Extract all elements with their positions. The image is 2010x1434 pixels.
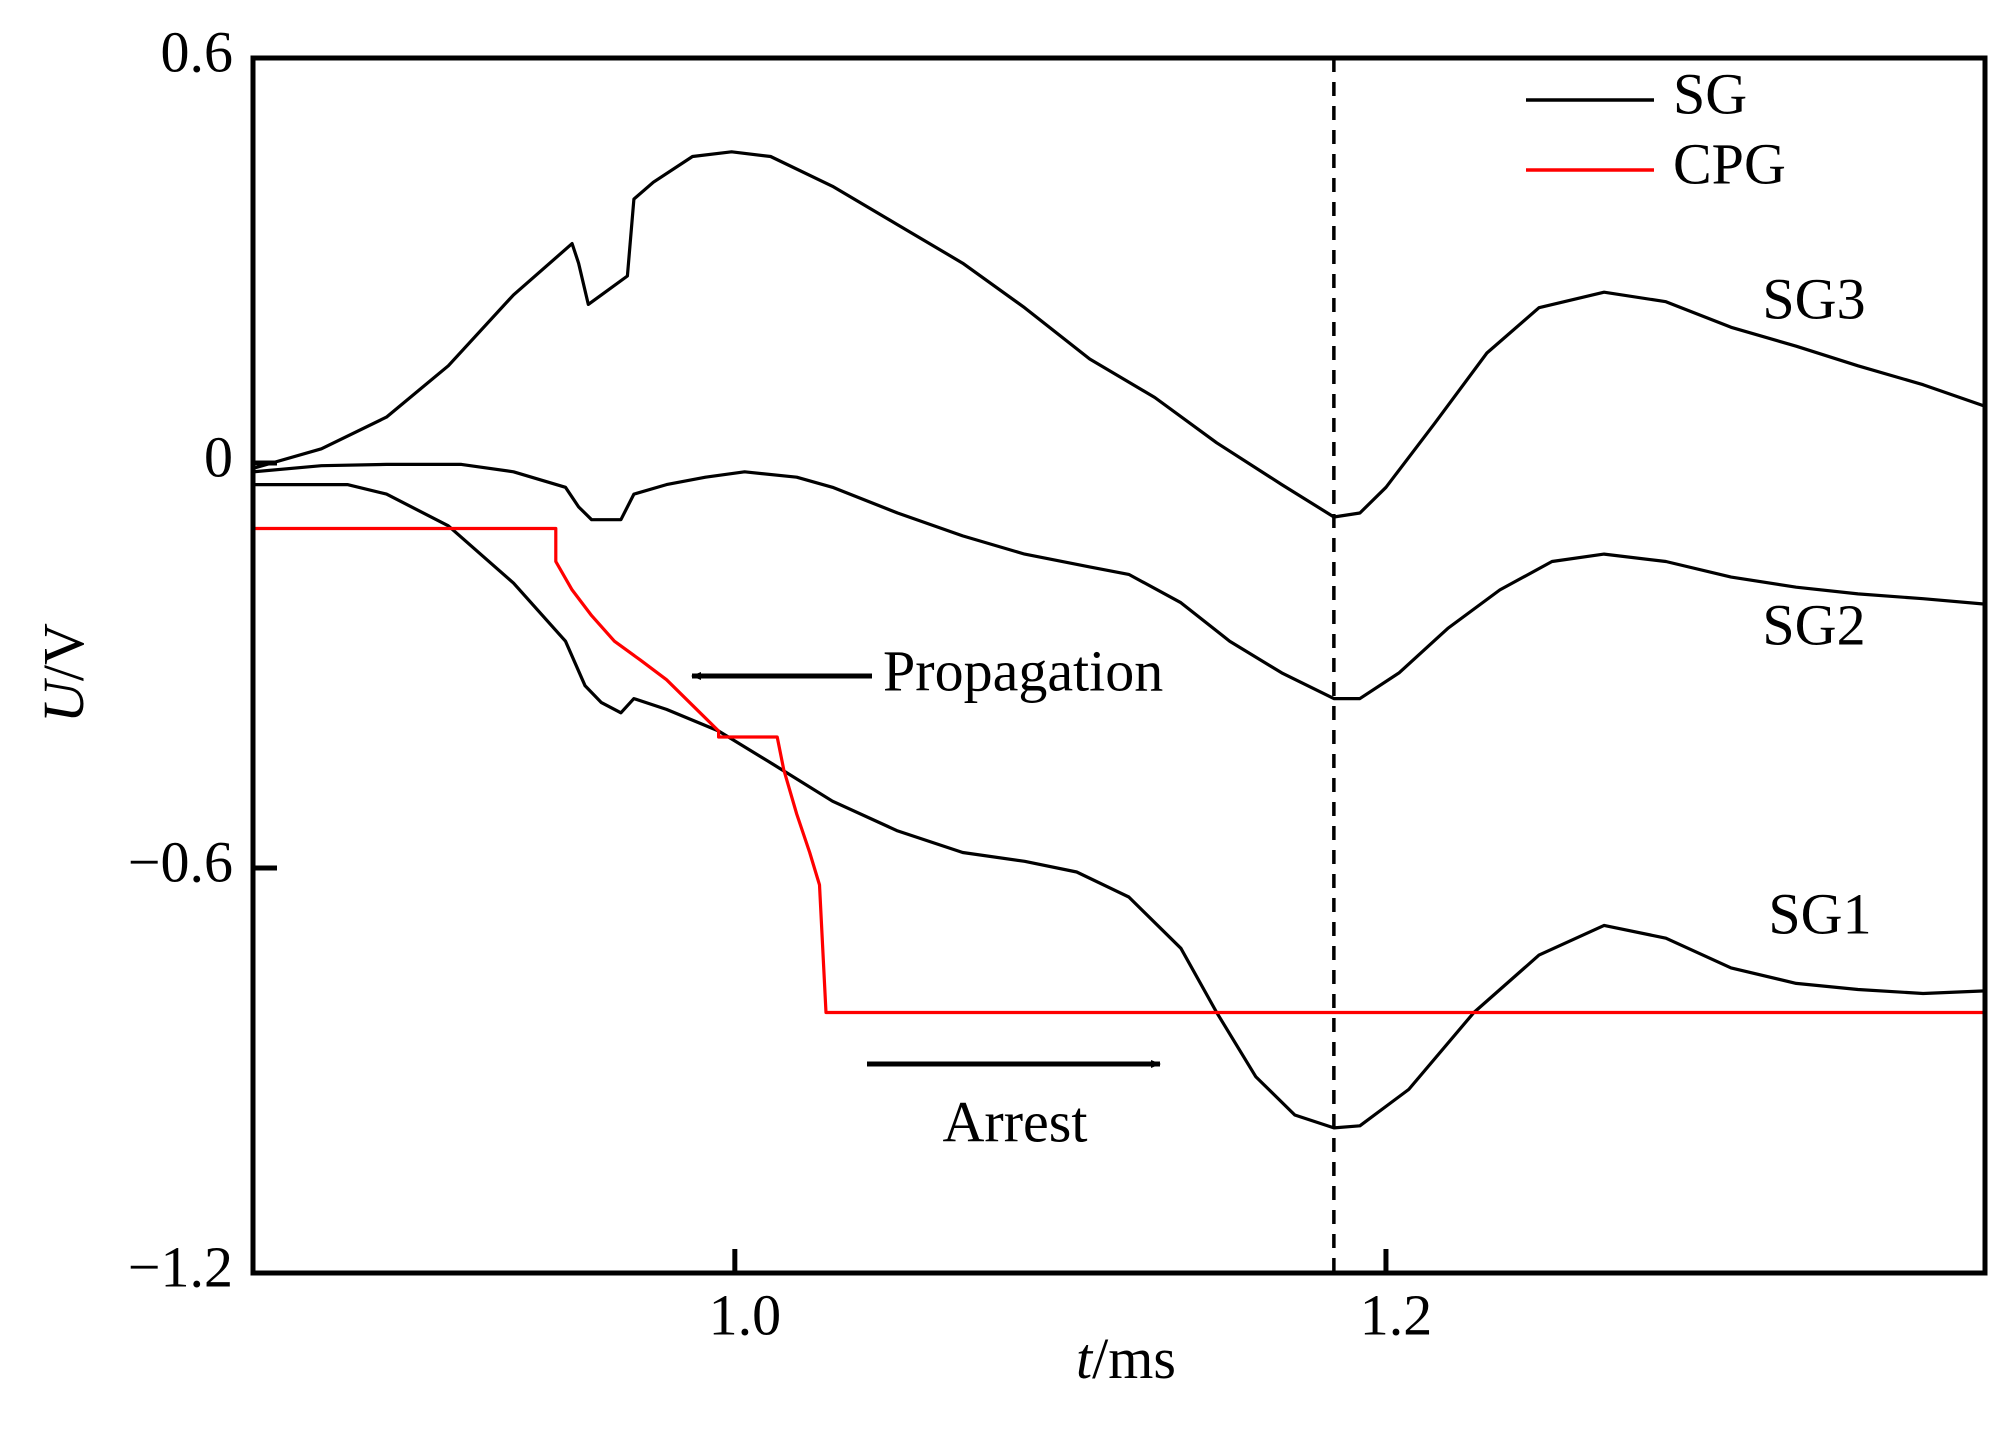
axis-label: U/V	[31, 623, 96, 723]
x-tick-label: 1.2	[1360, 1282, 1433, 1347]
y-tick-label: −1.2	[128, 1234, 233, 1299]
annotation: Arrest	[943, 1089, 1088, 1154]
legend-label: SG	[1673, 61, 1747, 126]
curve-label: SG3	[1762, 266, 1865, 331]
y-tick-label: 0.6	[161, 19, 234, 84]
annotation: Propagation	[883, 638, 1163, 703]
y-tick-label: 0	[204, 424, 233, 489]
x-tick-label: 1.0	[709, 1282, 782, 1347]
series-line	[252, 462, 1986, 701]
axis-label: t/ms	[1076, 1326, 1176, 1391]
y-tick-label: −0.6	[128, 829, 233, 894]
series-line	[253, 483, 1986, 1130]
series-line	[253, 526, 1985, 1015]
curve-label: SG1	[1768, 881, 1871, 946]
legend-label: CPG	[1673, 131, 1786, 196]
curve-label: SG2	[1762, 592, 1865, 657]
plot-frame	[250, 55, 1988, 1276]
series-line	[252, 150, 1986, 519]
